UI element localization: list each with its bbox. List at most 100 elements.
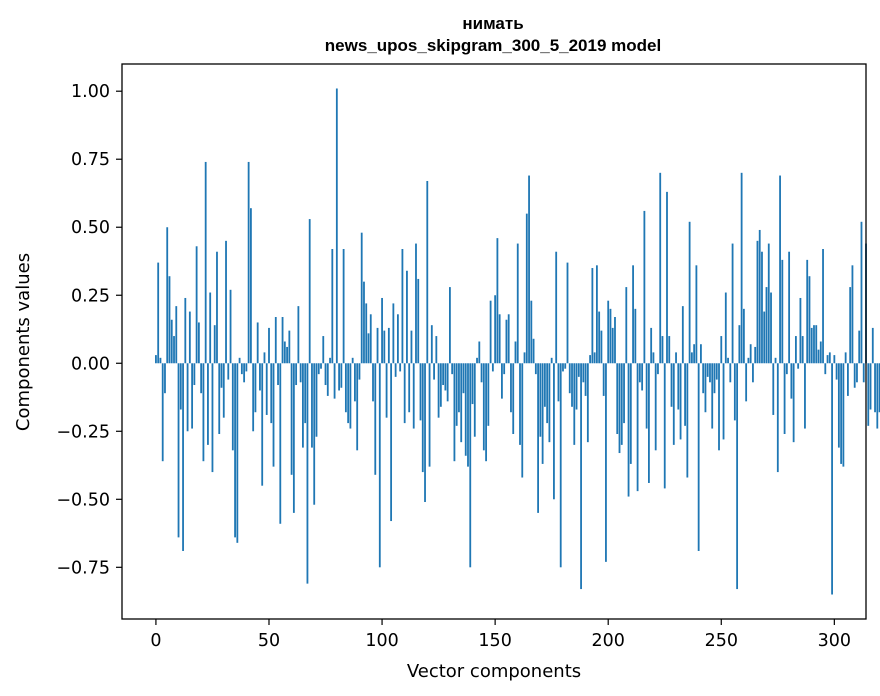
bar-38 [240, 363, 243, 375]
bar-134 [458, 363, 460, 413]
bar-173 [546, 363, 549, 424]
bar-141 [473, 363, 476, 437]
bar-272 [770, 292, 772, 364]
bar-296 [824, 363, 827, 375]
bar-308 [851, 265, 854, 364]
x-tick-label: 250 [705, 631, 738, 651]
bar-205 [618, 363, 621, 454]
bar-23 [207, 363, 209, 445]
bar-317 [871, 327, 874, 364]
bar-128 [444, 363, 447, 391]
bar-268 [761, 251, 763, 364]
bar-159 [514, 341, 517, 364]
bar-93 [365, 303, 368, 364]
bar-197 [600, 330, 603, 364]
bar-198 [602, 363, 605, 396]
bar-156 [507, 314, 510, 364]
bar-148 [489, 300, 492, 364]
plot-frame [121, 63, 867, 620]
bar-22 [204, 161, 207, 364]
bar-202 [611, 327, 614, 364]
bar-218 [648, 363, 650, 483]
bar-245 [709, 363, 711, 383]
bar-86 [349, 363, 352, 429]
bar-48 [263, 352, 266, 364]
bar-163 [523, 352, 526, 364]
bar-214 [638, 363, 641, 383]
bar-279 [785, 363, 788, 375]
bar-262 [747, 357, 750, 364]
y-tick-label: 0.75 [71, 150, 110, 170]
bar-191 [586, 363, 589, 443]
bar-210 [629, 363, 632, 464]
bar-124 [435, 336, 438, 364]
bar-83 [342, 249, 345, 364]
bar-284 [797, 363, 800, 369]
bar-61 [292, 363, 295, 513]
bar-85 [347, 363, 350, 424]
bar-227 [668, 336, 671, 364]
bar-59 [288, 330, 291, 364]
bar-260 [742, 308, 745, 364]
bar-175 [550, 357, 553, 364]
bar-189 [582, 363, 585, 383]
bar-155 [505, 319, 508, 364]
bar-19 [197, 322, 200, 364]
bar-70 [313, 363, 316, 505]
bar-213 [636, 363, 639, 492]
bar-12 [182, 363, 184, 551]
bar-219 [650, 327, 653, 364]
bar-50 [268, 327, 270, 364]
bar-229 [672, 363, 675, 445]
y-axis-label: Components values [13, 253, 34, 431]
bar-299 [831, 363, 833, 595]
bar-251 [722, 363, 725, 440]
bar-9 [175, 306, 178, 364]
bar-109 [401, 249, 404, 364]
bar-133 [455, 363, 458, 426]
bar-223 [659, 172, 662, 364]
x-axis-label: Vector components [407, 661, 581, 682]
bar-305 [844, 352, 847, 364]
bar-150 [494, 295, 497, 364]
bar-187 [577, 363, 580, 377]
bar-68 [308, 219, 311, 364]
bar-1 [157, 262, 160, 364]
bar-293 [817, 349, 820, 364]
bar-226 [666, 191, 668, 364]
bar-306 [847, 363, 849, 396]
bar-274 [774, 357, 777, 364]
bar-169 [537, 363, 539, 513]
bar-161 [519, 363, 521, 445]
bar-318 [874, 363, 876, 413]
bar-174 [548, 363, 551, 443]
bar-190 [584, 363, 587, 396]
bar-36 [236, 363, 239, 543]
bar-42 [250, 208, 252, 364]
bar-24 [209, 292, 212, 364]
bar-53 [274, 317, 277, 364]
bar-26 [213, 325, 216, 364]
bar-259 [740, 172, 743, 364]
bar-294 [819, 341, 822, 364]
bar-137 [464, 363, 467, 456]
bar-99 [378, 363, 381, 568]
bar-114 [412, 363, 415, 429]
bar-194 [593, 352, 596, 364]
bar-88 [354, 363, 356, 402]
bar-221 [654, 363, 657, 451]
bar-31 [225, 240, 227, 364]
bar-192 [589, 355, 592, 364]
bar-167 [532, 338, 535, 364]
bar-122 [430, 325, 433, 364]
bar-152 [498, 314, 501, 364]
bar-138 [467, 363, 469, 467]
bar-39 [243, 363, 246, 383]
bar-238 [693, 344, 696, 364]
bar-140 [471, 363, 474, 405]
bar-181 [564, 363, 567, 369]
bar-270 [765, 287, 768, 364]
bar-176 [553, 363, 555, 500]
bar-18 [195, 246, 198, 364]
